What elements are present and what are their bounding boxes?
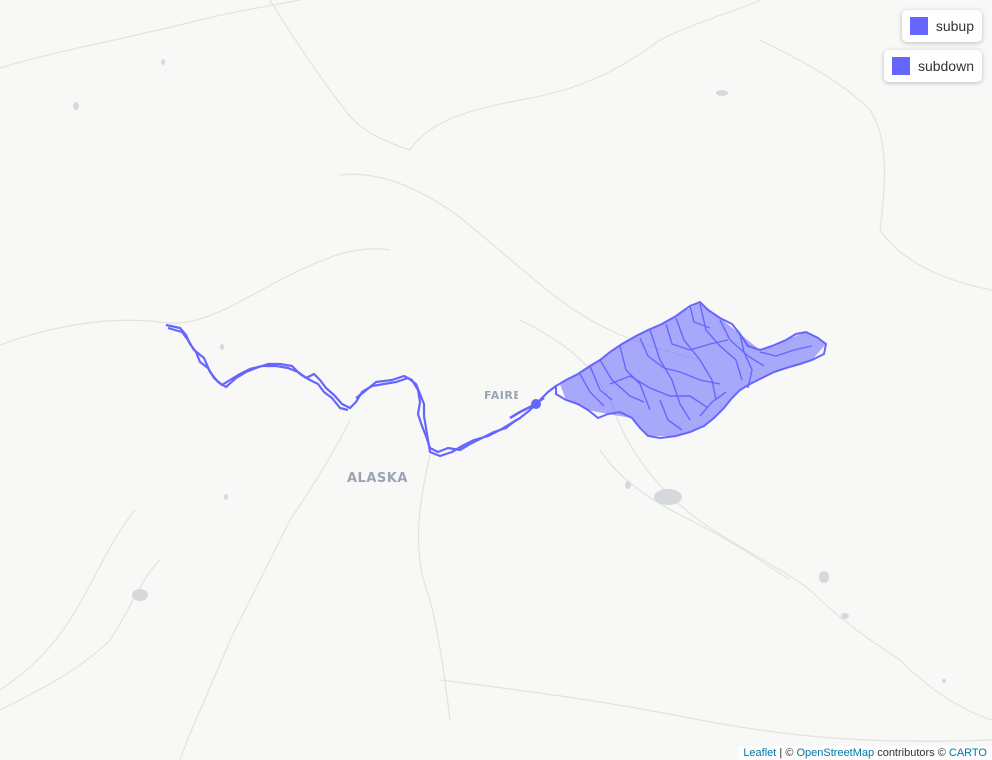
- basemap-line: [409, 0, 761, 151]
- lake: [654, 489, 682, 505]
- legend-label-subup: subup: [935, 18, 974, 34]
- legend-subdown[interactable]: subdown: [883, 50, 982, 82]
- basemap-line: [439, 679, 992, 742]
- attribution-separator: | ©: [776, 747, 797, 759]
- basin-area: [560, 302, 826, 436]
- lake: [220, 344, 224, 350]
- basemap-line: [0, 0, 301, 69]
- lake: [819, 571, 829, 583]
- carto-link[interactable]: CARTO: [948, 747, 987, 759]
- osm-link[interactable]: OpenStreetMap: [796, 747, 875, 759]
- river-braid: [167, 326, 349, 412]
- state-label: ALASKA: [347, 471, 408, 486]
- map-attribution: Leaflet | © OpenStreetMap contributors ©…: [738, 746, 992, 760]
- basemap-line: [417, 454, 451, 721]
- basin-tributaries: [579, 303, 813, 431]
- layer-subdown[interactable]: [165, 323, 557, 458]
- basemap-line: [0, 248, 391, 346]
- lake: [841, 613, 849, 619]
- basemap-line: [0, 559, 161, 711]
- tributary: [579, 303, 813, 431]
- basemap-line: [0, 509, 136, 691]
- attribution-contributors: contributors ©: [874, 747, 949, 759]
- legend-subup[interactable]: subup: [901, 10, 982, 42]
- basemap-line: [339, 173, 701, 361]
- legend-swatch-subup: [909, 17, 928, 35]
- basemap-line: [759, 39, 992, 291]
- river-braid: [355, 374, 517, 454]
- lake: [132, 589, 148, 601]
- river-branch-west: [509, 396, 545, 420]
- lake: [716, 90, 728, 96]
- city-label-text: FAIRBANKS: [484, 389, 518, 402]
- lake: [942, 679, 946, 683]
- lake: [73, 102, 79, 110]
- legend-label-subdown: subdown: [917, 58, 974, 74]
- basemap-line: [269, 0, 411, 151]
- city-label: FAIRBANKS: [484, 389, 518, 402]
- basin-fill: [560, 302, 826, 436]
- basemap-line: [179, 419, 351, 760]
- legend-swatch-subdown: [891, 57, 910, 75]
- lake: [625, 481, 631, 489]
- basemap-line: [599, 449, 791, 581]
- lake: [224, 494, 228, 500]
- leaflet-link[interactable]: Leaflet: [743, 747, 777, 759]
- lake: [161, 59, 165, 65]
